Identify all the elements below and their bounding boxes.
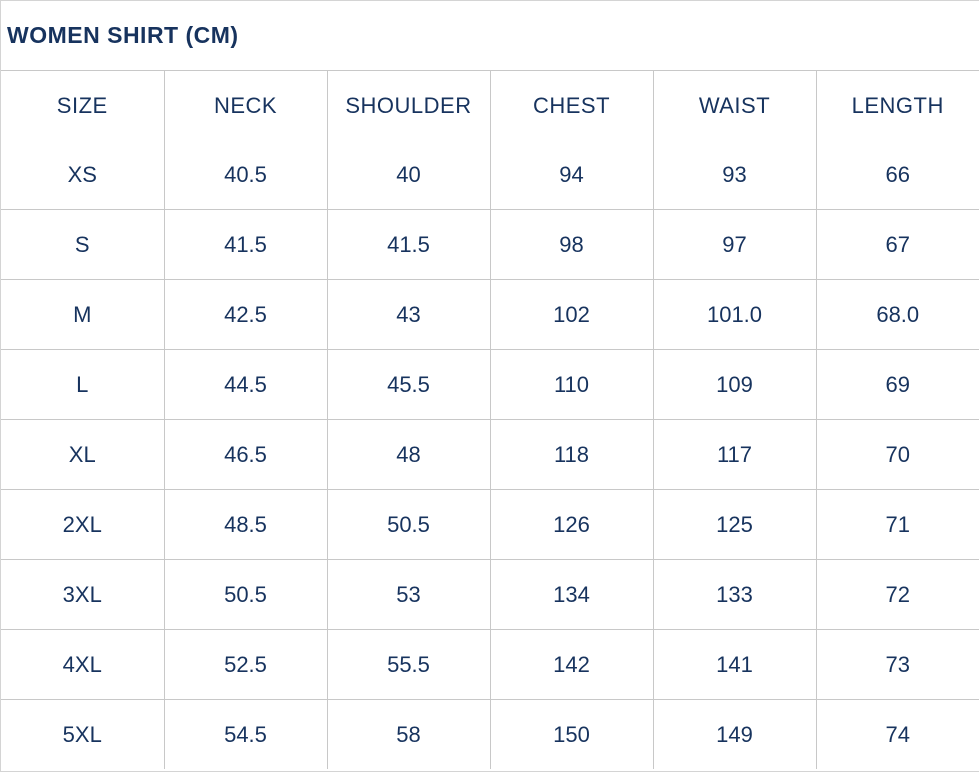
- cell-waist: 117: [653, 419, 817, 490]
- table-row: 2XL 48.5 50.5 126 125 71: [1, 489, 979, 560]
- cell-size: 4XL: [1, 629, 165, 700]
- table-row: 3XL 50.5 53 134 133 72: [1, 559, 979, 630]
- cell-length: 69: [816, 349, 979, 420]
- cell-neck: 44.5: [164, 349, 328, 420]
- cell-waist: 109: [653, 349, 817, 420]
- cell-length: 66: [816, 140, 979, 210]
- cell-chest: 110: [490, 349, 654, 420]
- cell-length: 71: [816, 489, 979, 560]
- table-row: 5XL 54.5 58 150 149 74: [1, 699, 979, 769]
- cell-size: 2XL: [1, 489, 165, 560]
- cell-chest: 142: [490, 629, 654, 700]
- cell-neck: 40.5: [164, 140, 328, 210]
- table-row: XS 40.5 40 94 93 66: [1, 140, 979, 210]
- cell-shoulder: 45.5: [327, 349, 491, 420]
- cell-size: XS: [1, 140, 165, 210]
- cell-size: M: [1, 279, 165, 350]
- table-row: 4XL 52.5 55.5 142 141 73: [1, 629, 979, 700]
- cell-chest: 134: [490, 559, 654, 630]
- column-header-waist: WAIST: [653, 71, 817, 140]
- cell-shoulder: 55.5: [327, 629, 491, 700]
- cell-shoulder: 53: [327, 559, 491, 630]
- cell-chest: 126: [490, 489, 654, 560]
- cell-neck: 52.5: [164, 629, 328, 700]
- cell-waist: 97: [653, 209, 817, 280]
- cell-waist: 93: [653, 140, 817, 210]
- cell-waist: 141: [653, 629, 817, 700]
- cell-neck: 50.5: [164, 559, 328, 630]
- table-row: L 44.5 45.5 110 109 69: [1, 349, 979, 420]
- cell-shoulder: 40: [327, 140, 491, 210]
- table-row: XL 46.5 48 118 117 70: [1, 419, 979, 490]
- table-row: S 41.5 41.5 98 97 67: [1, 209, 979, 280]
- column-header-size: SIZE: [1, 71, 165, 140]
- cell-neck: 42.5: [164, 279, 328, 350]
- column-header-chest: CHEST: [490, 71, 654, 140]
- cell-length: 74: [885, 721, 910, 747]
- cell-size: 5XL: [1, 699, 165, 769]
- cell-chest: 94: [490, 140, 654, 210]
- cell-waist: 149: [653, 699, 817, 769]
- cell-length: 72: [816, 559, 979, 630]
- size-table: SIZE NECK SHOULDER CHEST WAIST LENGTH XS 40.5 4…: [1, 71, 979, 769]
- cell-length: 67: [816, 209, 979, 280]
- header-row: SIZE NECK SHOULDER CHEST WAIST LENGTH: [1, 71, 979, 140]
- cell-neck: 41.5: [164, 209, 328, 280]
- cell-size: L: [1, 349, 165, 420]
- column-header-shoulder: SHOULDER: [327, 71, 491, 140]
- cell-waist: 133: [653, 559, 817, 630]
- cell-waist: 101.0: [653, 279, 817, 350]
- cell-size: 3XL: [1, 559, 165, 630]
- table-title: WOMEN SHIRT (CM): [1, 1, 979, 71]
- column-header-neck: NECK: [164, 71, 328, 140]
- cell-shoulder: 48: [327, 419, 491, 490]
- cell-size: XL: [1, 419, 165, 490]
- column-header-length: LENGTH: [851, 92, 944, 118]
- cell-neck: 46.5: [164, 419, 328, 490]
- cell-length: 70: [816, 419, 979, 490]
- cell-chest: 102: [490, 279, 654, 350]
- cell-shoulder: 50.5: [327, 489, 491, 560]
- table-row: M 42.5 43 102 101.0 68.0: [1, 279, 979, 350]
- cell-shoulder: 41.5: [327, 209, 491, 280]
- cell-chest: 118: [490, 419, 654, 490]
- cell-length: 68.0: [816, 279, 979, 350]
- cell-neck: 48.5: [164, 489, 328, 560]
- cell-shoulder: 43: [327, 279, 491, 350]
- cell-size: S: [1, 209, 165, 280]
- cell-chest: 150: [490, 699, 654, 769]
- cell-length: 73: [816, 629, 979, 700]
- cell-neck: 54.5: [164, 699, 328, 769]
- cell-chest: 98: [490, 209, 654, 280]
- cell-shoulder: 58: [327, 699, 491, 769]
- cell-waist: 125: [653, 489, 817, 560]
